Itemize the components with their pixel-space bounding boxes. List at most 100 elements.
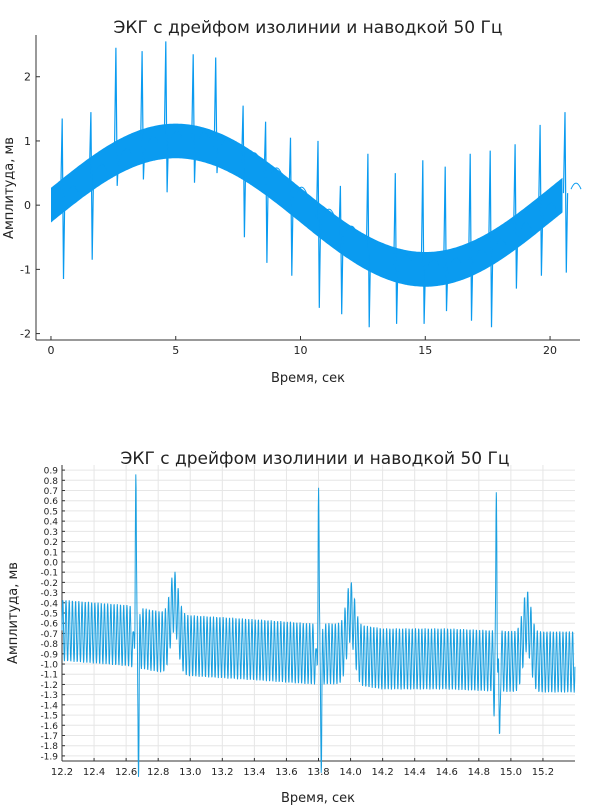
x-tick-label: 12.6 <box>115 767 137 778</box>
x-tick-label: 20 <box>543 344 557 357</box>
x-tick-label: 13.2 <box>211 767 233 778</box>
y-tick-label: 0.0 <box>44 558 59 568</box>
y-tick-label: -0.9 <box>40 650 58 660</box>
qrs-spike <box>365 153 372 328</box>
t-wave <box>428 258 440 266</box>
y-tick-label: -0.8 <box>40 640 58 650</box>
t-wave <box>373 242 385 250</box>
t-wave <box>171 130 183 138</box>
y-tick-label: 0.8 <box>44 477 59 487</box>
t-wave <box>475 248 487 256</box>
qrs-spike <box>420 160 426 324</box>
x-tick-label: 15.2 <box>532 767 554 778</box>
y-tick-label: -2 <box>20 328 31 341</box>
t-wave <box>271 167 283 175</box>
x-tick-label: 14.4 <box>404 767 426 778</box>
t-wave <box>121 147 133 155</box>
qrs-spike <box>263 121 269 263</box>
qrs-spike <box>488 150 494 328</box>
chart-bottom-zoomed: ЭКГ с дрейфом изолинии и наводкой 50 Гц 1… <box>6 449 576 806</box>
y-tick-label: 0.2 <box>44 538 58 548</box>
y-tick-label: -1.4 <box>40 701 58 711</box>
x-tick-label: 13.8 <box>307 767 329 778</box>
qrs-spike <box>241 105 247 238</box>
qrs-spike <box>562 112 569 273</box>
qrs-spike <box>60 118 66 280</box>
y-tick-label: 0.5 <box>44 507 58 517</box>
t-wave <box>450 256 462 264</box>
x-tick-label: 13.4 <box>243 767 265 778</box>
qrs-spike <box>191 54 197 183</box>
x-tick-label: 15.0 <box>500 767 522 778</box>
qrs-spike <box>315 140 322 308</box>
t-wave <box>400 254 412 262</box>
qrs-spike <box>468 153 474 321</box>
y-tick-label: 2 <box>24 71 31 84</box>
qrs-spike <box>513 144 519 289</box>
x-tick-label: 14.8 <box>468 767 490 778</box>
x-tick-label: 10 <box>294 344 308 357</box>
qrs-spike <box>113 47 120 186</box>
t-wave <box>495 238 507 246</box>
y-tick-label: -0.3 <box>40 589 58 599</box>
chart-top: ЭКГ с дрейфом изолинии и наводкой 50 Гц 0… <box>2 18 582 386</box>
t-wave <box>198 132 210 139</box>
y-tick-label: -1.1 <box>40 671 58 681</box>
x-tick-label: 12.8 <box>147 767 169 778</box>
signal-band <box>51 123 563 287</box>
y-tick-label: -0.6 <box>40 620 58 630</box>
t-wave <box>570 182 582 190</box>
y-tick-label: -0.5 <box>40 610 58 620</box>
x-tick-label: 13.0 <box>179 767 201 778</box>
qrs-spike <box>338 185 344 315</box>
qrs-spike <box>443 166 449 312</box>
y-tick-label: 0.7 <box>44 487 58 497</box>
y-tick-label: -1.6 <box>40 722 58 732</box>
y-tick-label: -0.1 <box>40 569 58 579</box>
qrs-spike <box>140 51 146 180</box>
t-wave <box>67 185 79 193</box>
x-tick-label: 12.4 <box>83 767 105 778</box>
y-tick-label: -1.0 <box>40 661 58 671</box>
y-tick-label: -0.4 <box>40 599 58 609</box>
y-tick-label: 1 <box>24 135 31 148</box>
t-wave <box>147 136 159 143</box>
qrs-spike <box>393 173 399 324</box>
x-axis-label: Время, сек <box>281 791 355 806</box>
qrs-spike <box>538 124 544 276</box>
x-tick-label: 12.2 <box>51 767 73 778</box>
y-tick-label: 0 <box>24 199 31 212</box>
x-tick-label: 13.6 <box>275 767 297 778</box>
qrs-spike <box>288 137 294 276</box>
y-tick-label: 0.1 <box>44 548 58 558</box>
x-tick-label: 15 <box>418 344 432 357</box>
y-tick-label: -1.3 <box>40 691 58 701</box>
t-wave <box>520 222 532 229</box>
x-tick-label: 0 <box>47 344 54 357</box>
t-wave <box>96 163 108 171</box>
y-tick-label: -1.5 <box>40 712 58 722</box>
y-tick-label: -1.2 <box>40 681 58 691</box>
qrs-spike <box>163 41 169 193</box>
y-tick-label: -1.7 <box>40 732 58 742</box>
x-tick-label: 14.2 <box>371 767 393 778</box>
x-tick-label: 5 <box>172 344 179 357</box>
y-tick-label: 0.3 <box>44 528 58 538</box>
y-tick-label: 0.9 <box>44 467 59 477</box>
y-axis-label: Амплитуда, мв <box>2 137 17 239</box>
x-axis-label: Время, сек <box>271 371 345 386</box>
y-tick-label: 0.6 <box>44 497 59 507</box>
x-tick-label: 14.6 <box>436 767 458 778</box>
y-tick-label: -1.8 <box>40 742 58 752</box>
qrs-spike <box>88 112 95 260</box>
y-axis-label: Амплитуда, мв <box>6 562 21 664</box>
y-tick-label: 0.4 <box>44 518 59 528</box>
t-wave <box>323 208 335 216</box>
chart-title: ЭКГ с дрейфом изолинии и наводкой 50 Гц <box>121 449 510 469</box>
t-wave <box>345 225 357 233</box>
chart-title: ЭКГ с дрейфом изолинии и наводкой 50 Гц <box>114 18 503 38</box>
signal-line <box>61 474 576 777</box>
y-tick-label: -0.2 <box>40 579 58 589</box>
t-wave <box>545 202 557 210</box>
